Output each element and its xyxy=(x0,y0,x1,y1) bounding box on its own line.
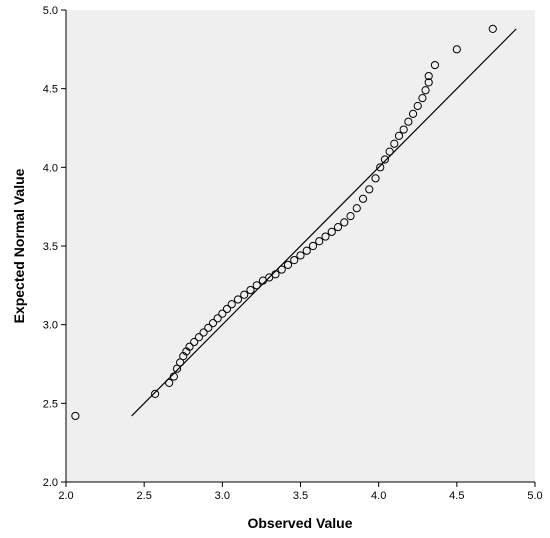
data-point xyxy=(208,318,218,328)
data-point xyxy=(371,174,380,183)
data-point xyxy=(190,337,199,347)
data-point xyxy=(424,78,433,87)
data-point xyxy=(240,290,249,299)
x-tick-label: 2.5 xyxy=(137,490,152,502)
y-tick-label: 4.5 xyxy=(43,84,58,96)
data-point xyxy=(213,314,222,323)
data-point xyxy=(418,94,427,103)
data-point xyxy=(352,204,361,213)
data-point xyxy=(283,260,293,269)
data-point xyxy=(169,372,178,381)
data-point xyxy=(71,411,80,421)
data-point xyxy=(308,241,318,251)
data-point xyxy=(246,285,255,295)
data-point xyxy=(408,109,418,118)
data-point xyxy=(421,86,430,95)
data-point xyxy=(394,131,404,140)
data-point xyxy=(265,273,274,282)
data-point xyxy=(227,300,236,309)
x-tick-label: 2.0 xyxy=(58,490,73,502)
data-point xyxy=(218,309,227,318)
data-point xyxy=(252,281,261,290)
y-tick-label: 3.0 xyxy=(43,320,58,332)
data-point xyxy=(321,232,330,241)
y-axis-title: Expected Normal Value xyxy=(11,168,27,323)
data-point xyxy=(488,24,497,33)
data-point xyxy=(404,117,413,126)
data-point xyxy=(327,227,336,236)
data-point xyxy=(340,218,349,227)
reference-line xyxy=(131,28,517,417)
data-point xyxy=(151,389,160,398)
data-point xyxy=(199,328,208,337)
y-tick-label: 4.0 xyxy=(43,162,58,174)
data-point xyxy=(424,71,433,81)
data-point xyxy=(296,251,305,260)
data-point xyxy=(315,237,324,246)
data-point xyxy=(222,304,232,314)
data-point xyxy=(452,45,461,54)
y-tick-label: 5.0 xyxy=(43,5,58,17)
x-axis-title: Observed Value xyxy=(247,515,352,531)
data-point xyxy=(346,212,355,221)
x-tick-label: 3.0 xyxy=(215,490,230,502)
data-point xyxy=(165,378,174,387)
data-point xyxy=(172,364,182,373)
data-point xyxy=(413,101,422,111)
data-point xyxy=(430,60,440,70)
x-tick-label: 4.0 xyxy=(371,490,386,502)
x-tick-label: 5.0 xyxy=(527,490,542,502)
axes-layer: 2.0 2.5 3.0 3.5 4.0 4.5 5.0 2.0 2.5 3.0 3.5 4.0 4.5 5… xyxy=(43,5,543,502)
data-point xyxy=(358,194,368,203)
data-point xyxy=(399,125,408,134)
data-point xyxy=(204,323,213,332)
data-point xyxy=(271,270,280,279)
x-tick-label: 4.5 xyxy=(449,490,464,502)
data-point xyxy=(233,295,243,304)
data-point xyxy=(290,256,299,265)
y-tick-label: 3.5 xyxy=(43,241,58,253)
data-point xyxy=(390,139,399,148)
data-point xyxy=(365,185,374,194)
data-point xyxy=(277,265,286,274)
y-tick-label: 2.0 xyxy=(43,477,58,489)
data-point xyxy=(333,223,343,232)
x-tick-label: 3.5 xyxy=(293,490,308,502)
data-point xyxy=(185,342,194,351)
data-point xyxy=(385,147,394,156)
data-layer xyxy=(71,24,517,421)
data-point xyxy=(380,155,390,164)
data-point xyxy=(194,333,203,342)
y-tick-label: 2.5 xyxy=(43,398,58,410)
data-point xyxy=(302,246,311,255)
data-point xyxy=(258,276,268,285)
data-point xyxy=(176,358,185,367)
data-point xyxy=(376,163,385,172)
